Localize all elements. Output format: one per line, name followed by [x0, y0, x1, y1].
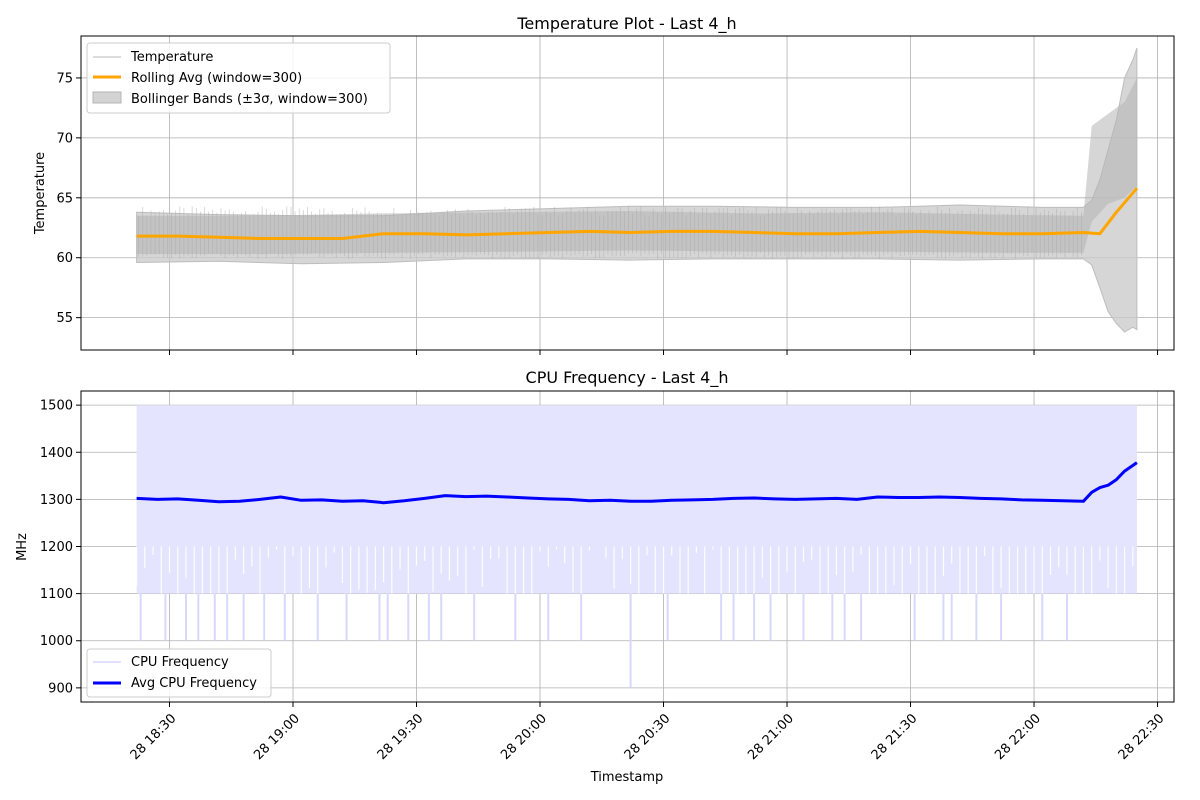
y-tick-label: 75 [56, 71, 73, 86]
cpu-plot-area [135, 405, 1138, 688]
temperature-chart-title: Temperature Plot - Last 4_h [516, 14, 736, 34]
y-tick-label: 1400 [40, 446, 73, 461]
cpu-chart-title: CPU Frequency - Last 4_h [526, 368, 729, 388]
x-tick-label: 28 22:30 [1116, 711, 1168, 763]
cpu-x-ticks: 28 18:30 28 19:00 28 19:30 28 20:00 28 20:30… [128, 702, 1168, 763]
cpu-frequency-series [135, 546, 1134, 688]
y-tick-label: 1000 [40, 634, 73, 649]
y-tick-label: 55 [56, 311, 73, 326]
bollinger-band [136, 47, 1138, 333]
x-tick-label: 28 19:00 [251, 711, 303, 763]
cpu-y-ticks: 900 1000 1100 1200 1300 1400 1500 [40, 399, 81, 696]
temperature-legend: Temperature Rolling Avg (window=300) Bol… [86, 42, 391, 114]
y-tick-label: 70 [56, 131, 73, 146]
cpu-legend: CPU Frequency Avg CPU Frequency [86, 648, 272, 698]
y-tick-label: 1100 [40, 587, 73, 602]
cpu-frequency-chart: CPU Frequency - Last 4_h 900 1000 1100 1200… [15, 368, 1175, 785]
x-tick-label: 28 21:00 [745, 711, 797, 763]
avg-cpu-line [136, 461, 1138, 505]
x-tick-label: 28 22:00 [992, 711, 1044, 763]
x-tick-label: 28 20:00 [498, 711, 550, 763]
cpu-x-axis-label: Timestamp [590, 770, 664, 785]
legend-label-temperature: Temperature [130, 50, 213, 65]
temperature-axes-frame [80, 35, 1175, 351]
x-tick-label: 28 20:30 [622, 711, 674, 763]
x-tick-label: 28 18:30 [128, 711, 180, 763]
y-tick-label: 65 [56, 191, 73, 206]
cpu-legend-box [86, 648, 272, 698]
x-tick-label: 28 21:30 [869, 711, 921, 763]
temperature-y-axis-label: Temperature [33, 152, 48, 235]
legend-swatch-bollinger [92, 91, 122, 104]
x-tick-label: 28 19:30 [375, 711, 427, 763]
y-tick-label: 900 [48, 681, 73, 696]
temperature-chart: Temperature Plot - Last 4_h 55 60 65 70 75 T… [33, 14, 1175, 355]
y-tick-label: 60 [56, 251, 73, 266]
legend-label-cpu-frequency: CPU Frequency [131, 655, 229, 670]
legend-label-bollinger: Bollinger Bands (±3σ, window=300) [131, 92, 368, 107]
temperature-legend-box [86, 42, 391, 114]
y-tick-label: 1300 [40, 493, 73, 508]
y-tick-label: 1500 [40, 399, 73, 414]
rolling-avg-line [136, 187, 1139, 240]
legend-label-rolling-avg: Rolling Avg (window=300) [131, 71, 302, 86]
temperature-x-ticks [169, 350, 1159, 355]
temperature-y-ticks: 55 60 65 70 75 [56, 71, 81, 326]
temperature-plot-area [136, 47, 1139, 333]
cpu-y-axis-label: MHz [15, 533, 30, 561]
y-tick-label: 1200 [40, 540, 73, 555]
legend-label-avg-cpu: Avg CPU Frequency [131, 676, 257, 691]
